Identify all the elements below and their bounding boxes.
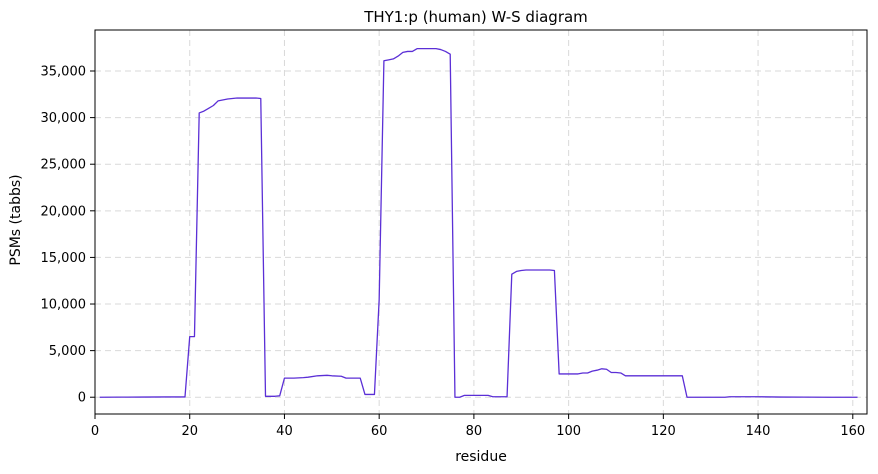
axes: 0 20 40 60 80 100 120 140 160 0 5,000 10,000 15,000 2… (41, 29, 868, 439)
y-tick-label: 35,000 (41, 65, 87, 80)
y-tick-label: 15,000 (41, 251, 87, 266)
x-tick-label: 0 (91, 424, 99, 439)
x-axis-label: residue (455, 449, 507, 465)
y-tick-label: 0 (78, 391, 86, 406)
x-tick-label: 100 (556, 424, 581, 439)
x-tick-label: 140 (746, 424, 771, 439)
x-tick-label: 40 (276, 424, 293, 439)
x-tick-label: 80 (466, 424, 483, 439)
plot-frame (94, 29, 868, 415)
y-axis-label: PSMs (tabbs) (8, 174, 24, 265)
x-tick-label: 60 (371, 424, 388, 439)
series-line-0 (99, 47, 858, 398)
y-tick-label: 5,000 (49, 344, 86, 359)
chart-title: THY1:p (human) W-S diagram (363, 8, 588, 26)
y-tick-label: 25,000 (41, 158, 87, 173)
y-tick-label: 20,000 (41, 204, 87, 219)
x-tick-label: 160 (840, 424, 865, 439)
x-tick-label: 120 (651, 424, 676, 439)
series-area (99, 47, 858, 398)
y-tick-label: 10,000 (41, 298, 87, 313)
grid-lines (94, 30, 867, 414)
y-tick-label: 30,000 (41, 111, 87, 126)
x-tick-label: 20 (181, 424, 198, 439)
